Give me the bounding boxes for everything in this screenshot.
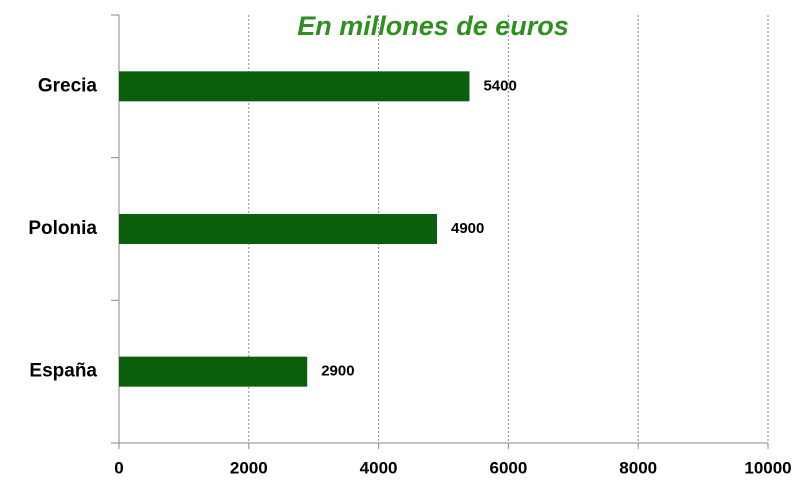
bar: [119, 356, 308, 387]
x-tick-label: 10000: [744, 458, 791, 477]
x-tick-label: 6000: [489, 458, 527, 477]
y-tick-label: Polonia: [28, 218, 97, 239]
bar: [119, 214, 438, 244]
x-tick-label: 8000: [619, 458, 657, 477]
x-tick-label: 0: [114, 458, 123, 477]
data-label: 2900: [321, 363, 354, 380]
data-label: 4900: [451, 220, 484, 237]
chart-title: En millones de euros: [297, 11, 569, 41]
x-tick-label: 2000: [230, 458, 268, 477]
y-tick-label: España: [29, 361, 97, 382]
x-tick-label: 4000: [360, 458, 398, 477]
data-label: 5400: [483, 77, 516, 94]
y-tick-label: Grecia: [38, 75, 98, 96]
bar: [119, 71, 470, 102]
